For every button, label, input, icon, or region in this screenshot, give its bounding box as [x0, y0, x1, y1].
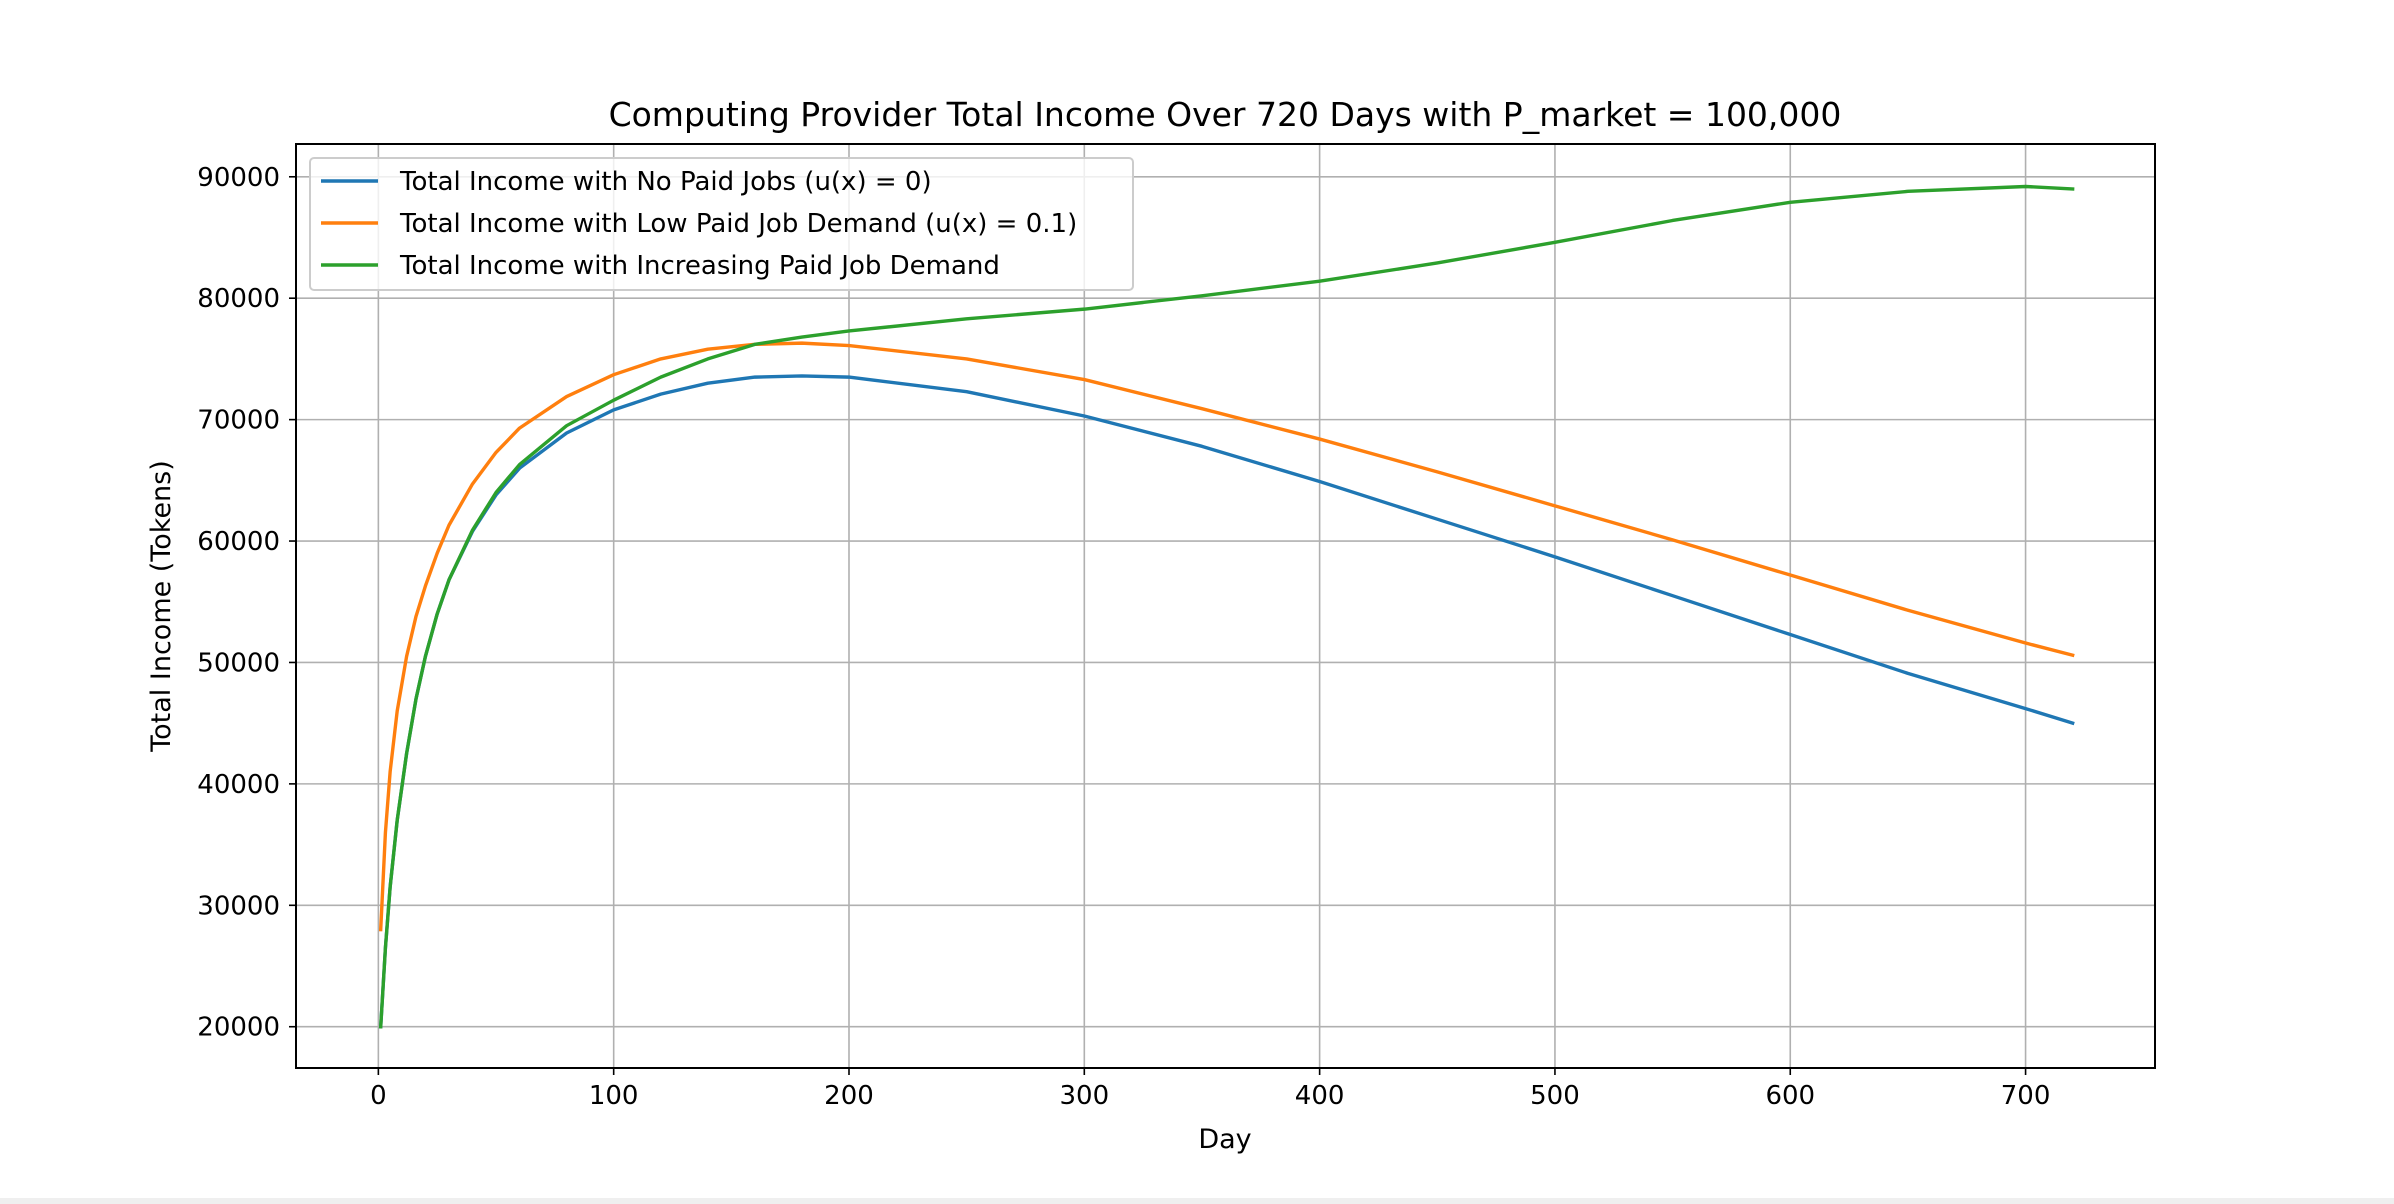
x-tick-label: 0 [370, 1081, 387, 1111]
x-tick-label: 600 [1765, 1081, 1815, 1111]
x-tick-label: 300 [1059, 1081, 1109, 1111]
x-axis-label: Day [1198, 1124, 1251, 1155]
x-tick-label: 500 [1530, 1081, 1580, 1111]
plot-frame [295, 143, 2156, 1069]
window-bottom-bar [0, 1198, 2394, 1204]
y-tick-label: 30000 [197, 891, 280, 921]
y-tick-label: 40000 [197, 770, 280, 800]
series-line-2 [378, 341, 2075, 932]
axis-ticks: 0 100 200 300 400 500 600 700 20000 30000 40000 500… [197, 163, 2050, 1111]
legend-label-2: Total Income with Low Paid Job Demand (u… [399, 209, 1077, 239]
series-line-3 [378, 184, 2075, 1029]
legend: Total Income with No Paid Jobs (u(x) = 0… [309, 157, 1134, 291]
chart-title: Computing Provider Total Income Over 720… [609, 95, 1842, 134]
x-tick-label: 400 [1295, 1081, 1345, 1111]
y-tick-label: 90000 [197, 163, 280, 193]
legend-label-3: Total Income with Increasing Paid Job De… [399, 251, 1000, 281]
x-tick-label: 100 [589, 1081, 639, 1111]
legend-label-1: Total Income with No Paid Jobs (u(x) = 0… [399, 167, 932, 197]
legend-box [309, 157, 1134, 291]
y-tick-label: 20000 [197, 1013, 280, 1043]
grid [296, 144, 2155, 1068]
series-lines [378, 184, 2075, 1029]
y-tick-label: 80000 [197, 284, 280, 314]
y-tick-label: 60000 [197, 527, 280, 557]
y-axis-label: Total Income (Tokens) [146, 460, 177, 753]
x-tick-label: 700 [2001, 1081, 2051, 1111]
y-tick-label: 50000 [197, 648, 280, 678]
x-tick-label: 200 [824, 1081, 874, 1111]
y-tick-label: 70000 [197, 406, 280, 436]
